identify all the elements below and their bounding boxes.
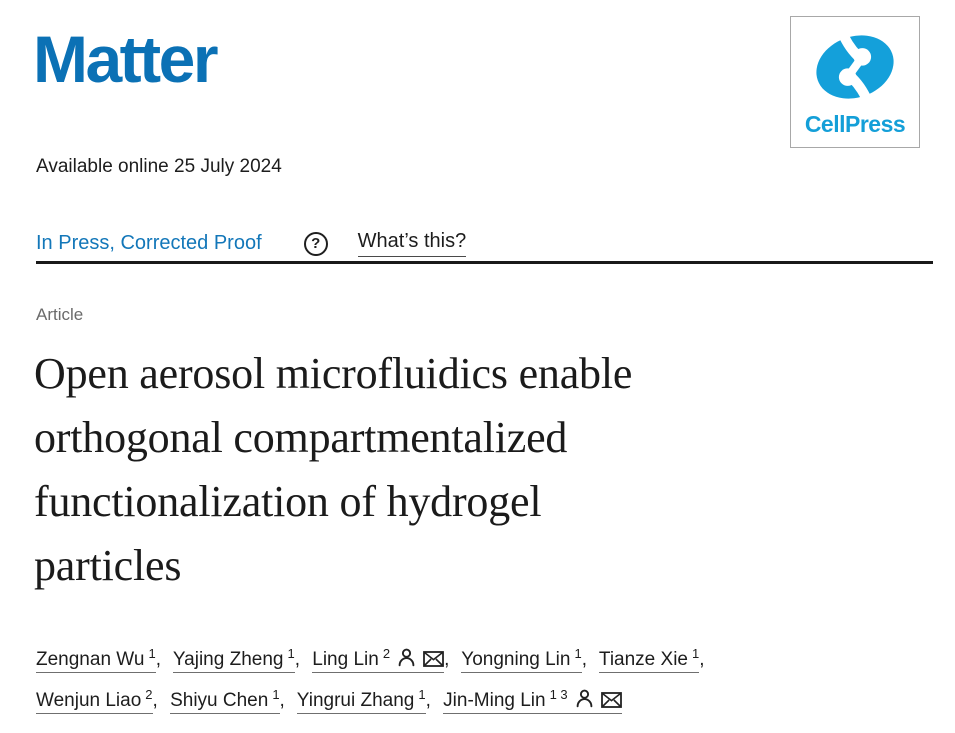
- journal-logo[interactable]: Matter: [33, 22, 219, 96]
- author-link[interactable]: Zengnan Wu 1: [36, 645, 156, 673]
- author-link[interactable]: Yingrui Zhang 1: [296, 686, 426, 714]
- author-link[interactable]: Ling Lin 2: [312, 645, 445, 673]
- publisher-name: CellPress: [804, 111, 906, 137]
- question-circle-icon[interactable]: ?: [303, 231, 328, 256]
- envelope-icon[interactable]: [600, 680, 622, 721]
- publisher-logo[interactable]: CellPress: [790, 16, 920, 148]
- affiliation-sup: 2: [382, 645, 391, 661]
- whats-this-link[interactable]: What’s this?: [357, 230, 467, 257]
- affiliation-sup: 1: [148, 645, 156, 661]
- person-icon: [576, 680, 593, 721]
- envelope-icon[interactable]: [423, 639, 444, 680]
- author-name: Shiyu Chen: [170, 690, 269, 711]
- article-type-label: Article: [36, 305, 84, 324]
- affiliation-sup: 1: [574, 645, 582, 661]
- author-link[interactable]: Yongning Lin 1: [461, 645, 582, 673]
- affiliation-sup: 1: [691, 645, 700, 661]
- author-link[interactable]: Shiyu Chen 1: [170, 686, 280, 714]
- header-divider: [36, 261, 933, 264]
- author-name: Jin-Ming Lin: [443, 690, 546, 711]
- affiliation-sup: 1: [272, 686, 280, 702]
- author-separator: ,: [294, 649, 300, 670]
- title-line: functionalization of hydrogel: [34, 477, 542, 526]
- author-separator: ,: [699, 649, 705, 670]
- title-line: particles: [34, 541, 182, 590]
- article-title: Open aerosol microfluidics enable orthog…: [34, 342, 632, 598]
- author-link[interactable]: Jin-Ming Lin 1 3: [443, 686, 622, 714]
- author-name: Yongning Lin: [461, 649, 571, 670]
- person-icon: [398, 639, 415, 680]
- author-separator: ,: [581, 649, 587, 670]
- affiliation-sup: 1: [287, 645, 295, 661]
- author-name: Zengnan Wu: [36, 649, 145, 670]
- author-separator: ,: [152, 690, 158, 711]
- author-name: Tianze Xie: [598, 649, 688, 670]
- title-line: Open aerosol microfluidics enable: [34, 349, 633, 398]
- author-name: Wenjun Liao: [36, 690, 142, 711]
- in-press-status: In Press, Corrected Proof: [36, 232, 262, 254]
- affiliation-sup: 1 3: [549, 686, 568, 702]
- author-separator: ,: [155, 649, 161, 670]
- author-name: Yingrui Zhang: [296, 690, 415, 711]
- title-line: orthogonal compartmentalized: [34, 413, 568, 462]
- author-separator: ,: [279, 690, 285, 711]
- author-link[interactable]: Wenjun Liao 2: [36, 686, 153, 714]
- author-list: Zengnan Wu 1, Yajing Zheng 1, Ling Lin 2, Y…: [36, 639, 936, 721]
- author-name: Ling Lin: [312, 649, 379, 670]
- available-online-date: Available online 25 July 2024: [36, 156, 282, 177]
- status-bar: In Press, Corrected Proof ? What’s this?: [36, 230, 467, 257]
- author-link[interactable]: Tianze Xie 1: [598, 645, 700, 673]
- author-separator: ,: [425, 690, 431, 711]
- author-name: Yajing Zheng: [172, 649, 284, 670]
- author-separator: ,: [444, 649, 450, 670]
- author-link[interactable]: Yajing Zheng 1: [172, 645, 295, 673]
- cellpress-icon: [809, 21, 901, 113]
- affiliation-sup: 1: [418, 686, 426, 702]
- affiliation-sup: 2: [145, 686, 153, 702]
